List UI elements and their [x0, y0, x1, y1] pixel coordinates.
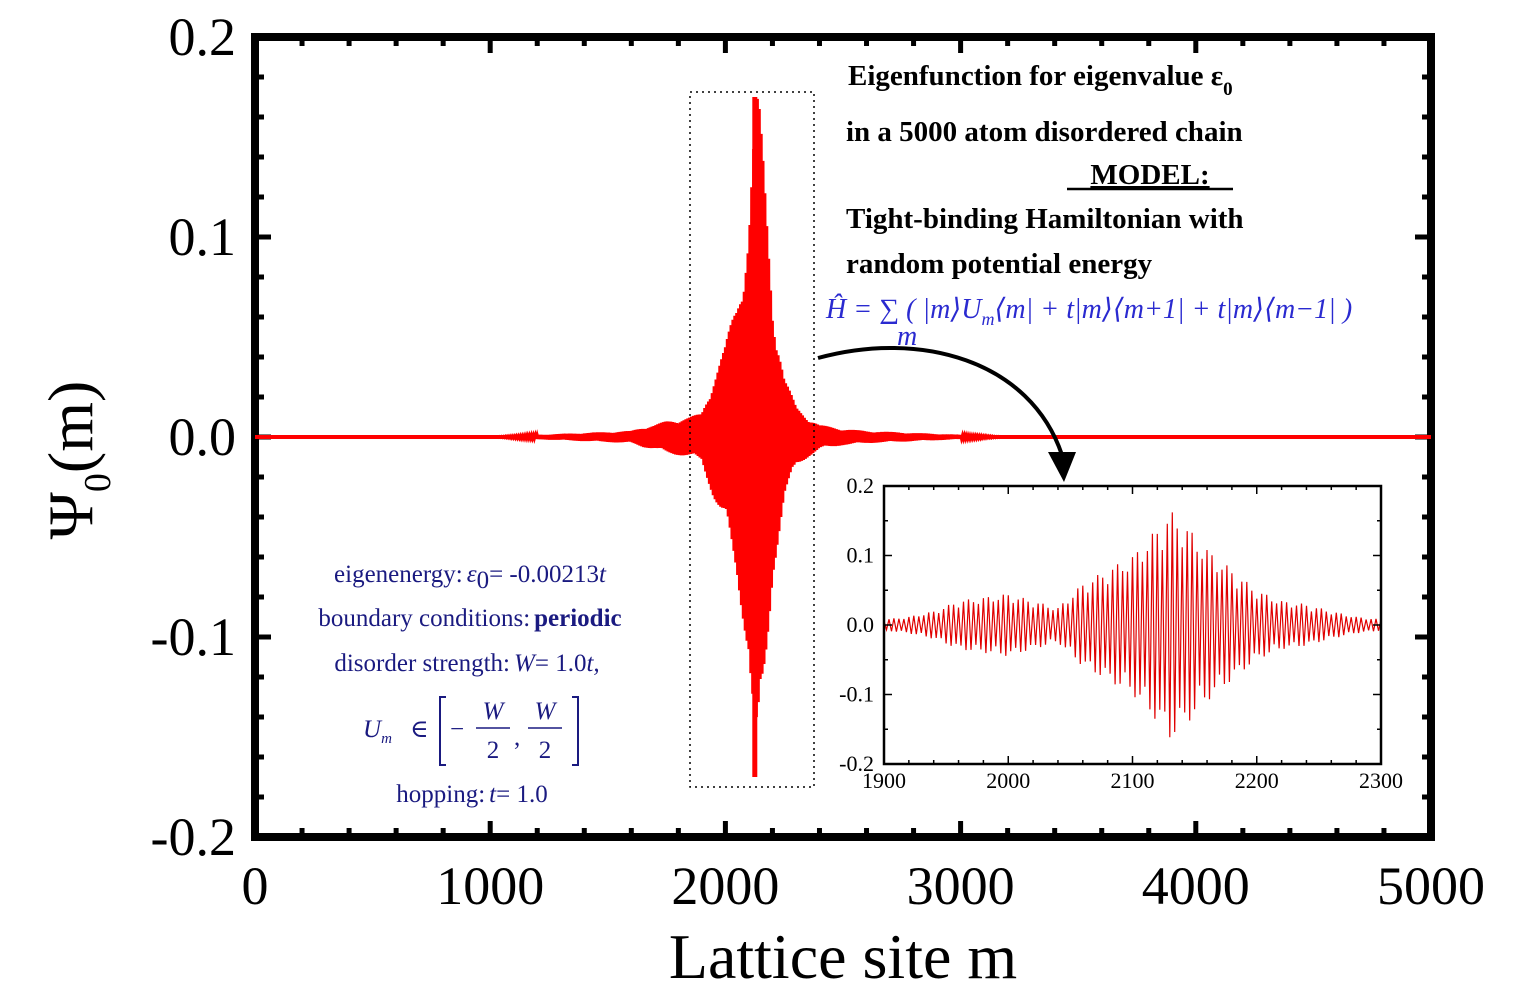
svg-text:boundary conditions: per: boundary conditions: periodic — [318, 605, 621, 632]
inset-axis-tick-labels: 1900 2000 2100 2200 2300 0.2 0.1 0.0 -0.1 -0.2 — [839, 473, 1403, 793]
inset-background — [884, 486, 1381, 764]
param-range-comma: , — [514, 724, 520, 751]
param-disorder-value: = 1.0 — [535, 650, 587, 677]
y-axis-label: Ψ0(m) — [35, 381, 119, 540]
inset-x-tick-label: 2200 — [1235, 768, 1279, 793]
inset-x-tick-label: 2100 — [1111, 768, 1155, 793]
y-tick-label: -0.2 — [151, 807, 236, 867]
param-disorder-label: disorder strength: — [334, 650, 510, 677]
main-eigenfunction-curve — [255, 97, 1431, 777]
param-range-in: ∈ — [410, 716, 429, 743]
inset-x-tick-label: 1900 — [862, 768, 906, 793]
formula-main: Ĥ = ∑ ( |m⟩U — [825, 294, 983, 325]
svg-text:Um: Um — [363, 716, 392, 747]
model-annotation: Eigenfunction for eigenvalue ε0 in a 500… — [825, 60, 1352, 352]
param-energy-sub: 0 — [477, 567, 490, 594]
x-tick-label: 2000 — [671, 856, 779, 916]
x-tick-label: 5000 — [1377, 856, 1485, 916]
param-range-den-1: 2 — [487, 737, 500, 764]
y-tick-label: 0.1 — [169, 207, 237, 267]
param-energy-value: = -0.00213 — [489, 561, 599, 588]
x-tick-label: 1000 — [436, 856, 544, 916]
inset-y-tick-label: 0.2 — [847, 473, 875, 498]
y-tick-label: 0.0 — [169, 407, 237, 467]
inset-y-tick-label: 0.1 — [847, 543, 875, 568]
inset-plot: 1900 2000 2100 2200 2300 0.2 0.1 0.0 -0.1 -0.2 — [839, 473, 1403, 793]
inset-eigenfunction-curve — [883, 512, 1382, 738]
inset-y-tick-label: -0.1 — [839, 682, 874, 707]
param-bc-value: periodic — [534, 605, 622, 632]
model-line-1: Tight-binding Hamiltonian with — [846, 203, 1244, 235]
formula-tail: ⟨m| + t|m⟩⟨m+1| + t|m⟩⟨m−1| ) — [994, 294, 1352, 325]
svg-text:Ψ0(m): Ψ0(m) — [35, 381, 119, 540]
main-axis-tick-labels: 0 1000 2000 3000 4000 5000 0.2 0.1 0.0 -0.1 -0.2 — [151, 7, 1485, 916]
zoom-arrow-head — [1048, 452, 1076, 482]
formula-sum-index: m — [897, 321, 917, 352]
inset-axis-ticks — [883, 485, 1382, 765]
x-tick-label: 0 — [242, 856, 269, 916]
title-line-1: Eigenfunction for eigenvalue ε — [848, 60, 1223, 92]
x-tick-label: 4000 — [1142, 856, 1250, 916]
param-range-den-2: 2 — [539, 737, 552, 764]
inset-signal-line — [883, 512, 1382, 738]
formula-sub-m: m — [981, 309, 994, 329]
param-range-sub: m — [381, 731, 392, 747]
param-bc-label: boundary conditions: — [318, 605, 530, 632]
x-axis-label: Lattice site m — [669, 921, 1017, 986]
title-line-2: in a 5000 atom disordered chain — [846, 116, 1243, 148]
y-tick-label: -0.1 — [151, 607, 236, 667]
param-hopping-value: = 1.0 — [496, 781, 548, 808]
x-tick-label: 3000 — [907, 856, 1015, 916]
param-disorder-unit: t, — [586, 650, 599, 677]
parameter-annotation: eigenenergy: ε0= -0.00213t boundary cond… — [318, 561, 621, 808]
svg-text:eigenenergy: ε0= -0.0021: eigenenergy: ε0= -0.00213t — [334, 561, 607, 594]
param-hopping-symbol: t — [489, 781, 497, 808]
param-energy-label: eigenenergy: — [334, 561, 463, 588]
y-label-tail: (m) — [35, 381, 106, 473]
y-tick-label: 0.2 — [169, 7, 237, 67]
svg-text:disorder strength: W= 1.: disorder strength: W= 1.0t, — [334, 650, 599, 677]
param-range-minus: − — [450, 716, 464, 743]
zoom-highlight-box — [689, 91, 815, 788]
param-range-prefix: U — [363, 716, 383, 743]
param-energy-symbol: ε — [467, 561, 477, 588]
param-energy-unit: t — [599, 561, 607, 588]
param-range-num-1: W — [483, 698, 506, 725]
inset-x-tick-label: 2300 — [1359, 768, 1403, 793]
inset-x-tick-label: 2000 — [986, 768, 1030, 793]
svg-text:hopping: t= 1.0: hopping: t= 1.0 — [396, 781, 547, 808]
model-heading: MODEL: — [1090, 159, 1209, 191]
svg-text:Ĥ = ∑ ( |m⟩Um⟨m| + t|m⟩⟨m+1| +: Ĥ = ∑ ( |m⟩Um⟨m| + t|m⟩⟨m+1| + t|m⟩⟨m−1|… — [825, 294, 1352, 329]
param-disorder-symbol: W — [514, 650, 537, 677]
y-label-sub: 0 — [77, 473, 119, 492]
title-line-1-sub: 0 — [1223, 79, 1233, 100]
zoom-arrow — [817, 346, 1064, 456]
param-range-bracket-left — [439, 696, 446, 766]
y-label-psi: Ψ — [35, 491, 106, 539]
param-range-num-2: W — [535, 698, 558, 725]
svg-text:Eigenfunction for eigenvalue ε: Eigenfunction for eigenvalue ε0 — [848, 60, 1233, 100]
inset-y-tick-label: -0.2 — [839, 751, 874, 776]
param-hopping-label: hopping: — [396, 781, 485, 808]
inset-y-tick-label: 0.0 — [847, 612, 875, 637]
param-range-bracket-right — [572, 696, 579, 766]
model-line-2: random potential energy — [846, 248, 1153, 280]
